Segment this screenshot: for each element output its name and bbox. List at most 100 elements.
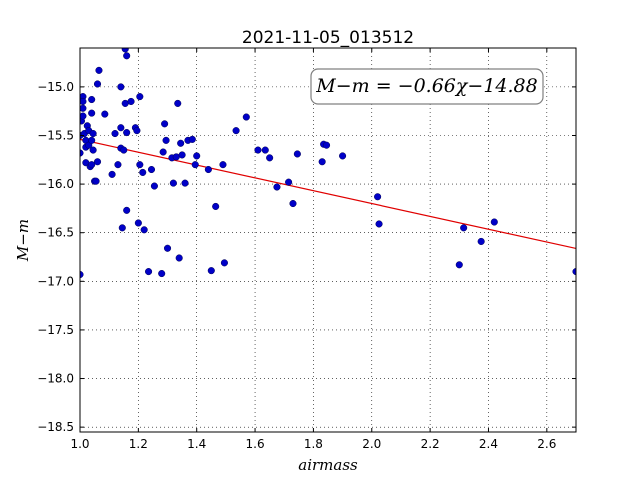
data-point (111, 129, 119, 138)
data-point (80, 112, 87, 120)
data-point (219, 161, 227, 169)
y-tick-label: −15.5 (37, 128, 74, 142)
y-tick-label: −18.5 (37, 420, 74, 434)
data-point (93, 80, 102, 88)
x-tick-label: 1.6 (246, 437, 265, 451)
data-point (169, 179, 177, 187)
data-point (147, 165, 156, 174)
x-tick-label: 1.2 (129, 437, 148, 451)
y-tick-label: −15.0 (37, 80, 74, 94)
x-tick-label: 2.6 (537, 437, 556, 451)
data-point (92, 177, 100, 185)
data-point (318, 158, 326, 166)
data-point (88, 136, 96, 144)
fit-annotation-text: M−m = −0.66χ−14.88 (315, 75, 537, 97)
data-point (150, 182, 158, 190)
data-point (114, 161, 122, 169)
data-point (139, 168, 147, 176)
data-point (88, 109, 96, 117)
x-tick-label: 2.4 (479, 437, 498, 451)
data-point (80, 270, 84, 279)
data-point (374, 193, 382, 201)
data-point (477, 237, 485, 246)
data-point (322, 141, 331, 149)
data-point (289, 199, 297, 208)
y-tick-label: −16.0 (37, 177, 74, 191)
data-point (162, 136, 170, 144)
data-point (145, 268, 153, 276)
data-point (134, 219, 142, 227)
data-point (140, 226, 148, 234)
plot-area-frame (79, 47, 577, 433)
data-point (293, 150, 301, 158)
fit-line-layer (79, 138, 577, 250)
data-point (572, 268, 576, 276)
data-point (177, 139, 185, 147)
x-tick-label: 1.4 (187, 437, 206, 451)
data-point (123, 52, 131, 60)
data-point (266, 154, 274, 162)
fit-annotation-box (310, 68, 544, 105)
data-point (207, 267, 215, 275)
fit-line (79, 138, 577, 250)
data-point (89, 129, 97, 138)
data-point (191, 161, 199, 169)
data-point (193, 152, 201, 160)
data-point (375, 220, 383, 228)
x-tick-label: 2.0 (362, 437, 381, 451)
axis-ticks: 1.0 1.2 1.4 1.6 1.8 2.0 2.2 2.4 2.6 −15.0 −15.5 −16… (37, 48, 576, 451)
data-point (108, 170, 116, 178)
data-point (133, 127, 141, 135)
data-point (123, 129, 131, 137)
data-point (254, 146, 262, 154)
y-tick-label: −18.0 (37, 372, 74, 386)
data-point (80, 104, 87, 112)
data-point (163, 244, 172, 252)
y-tick-label: −16.5 (37, 226, 74, 240)
data-point (88, 161, 96, 169)
data-point (188, 135, 196, 143)
x-tick-label: 1.0 (70, 437, 89, 451)
data-point (120, 146, 128, 154)
x-tick-label: 1.8 (304, 437, 323, 451)
data-point (127, 97, 135, 106)
data-point (285, 178, 293, 186)
data-point (93, 158, 102, 166)
data-point (159, 148, 167, 156)
data-point (161, 120, 169, 128)
data-point (178, 151, 186, 159)
grid (79, 48, 576, 432)
y-tick-label: −17.5 (37, 323, 74, 337)
x-axis-label: airmass (298, 456, 358, 474)
data-point (88, 95, 96, 104)
data-point (121, 48, 129, 53)
data-point (123, 206, 131, 214)
data-point (242, 113, 250, 121)
data-point (455, 261, 463, 269)
data-point (204, 165, 212, 174)
data-point (174, 99, 182, 107)
data-point (117, 83, 125, 91)
data-point (136, 161, 144, 169)
data-point (212, 202, 220, 211)
data-points (80, 48, 576, 279)
data-point (175, 254, 183, 262)
data-point (95, 66, 103, 74)
data-point (181, 179, 189, 187)
chart-title: 2021-11-05_013512 (242, 28, 414, 48)
data-point (460, 224, 468, 232)
data-point (136, 93, 144, 101)
fit-annotation: M−m = −0.66χ−14.88 (310, 68, 544, 105)
y-axis-label: M−m (14, 219, 32, 262)
data-point (117, 124, 125, 132)
data-point (80, 149, 84, 157)
data-point (261, 146, 269, 154)
y-tick-label: −17.0 (37, 274, 74, 288)
data-point (220, 259, 228, 267)
data-point (80, 97, 87, 106)
data-point (490, 218, 498, 226)
data-point (232, 127, 240, 135)
x-tick-label: 2.2 (421, 437, 440, 451)
data-point (273, 183, 281, 191)
